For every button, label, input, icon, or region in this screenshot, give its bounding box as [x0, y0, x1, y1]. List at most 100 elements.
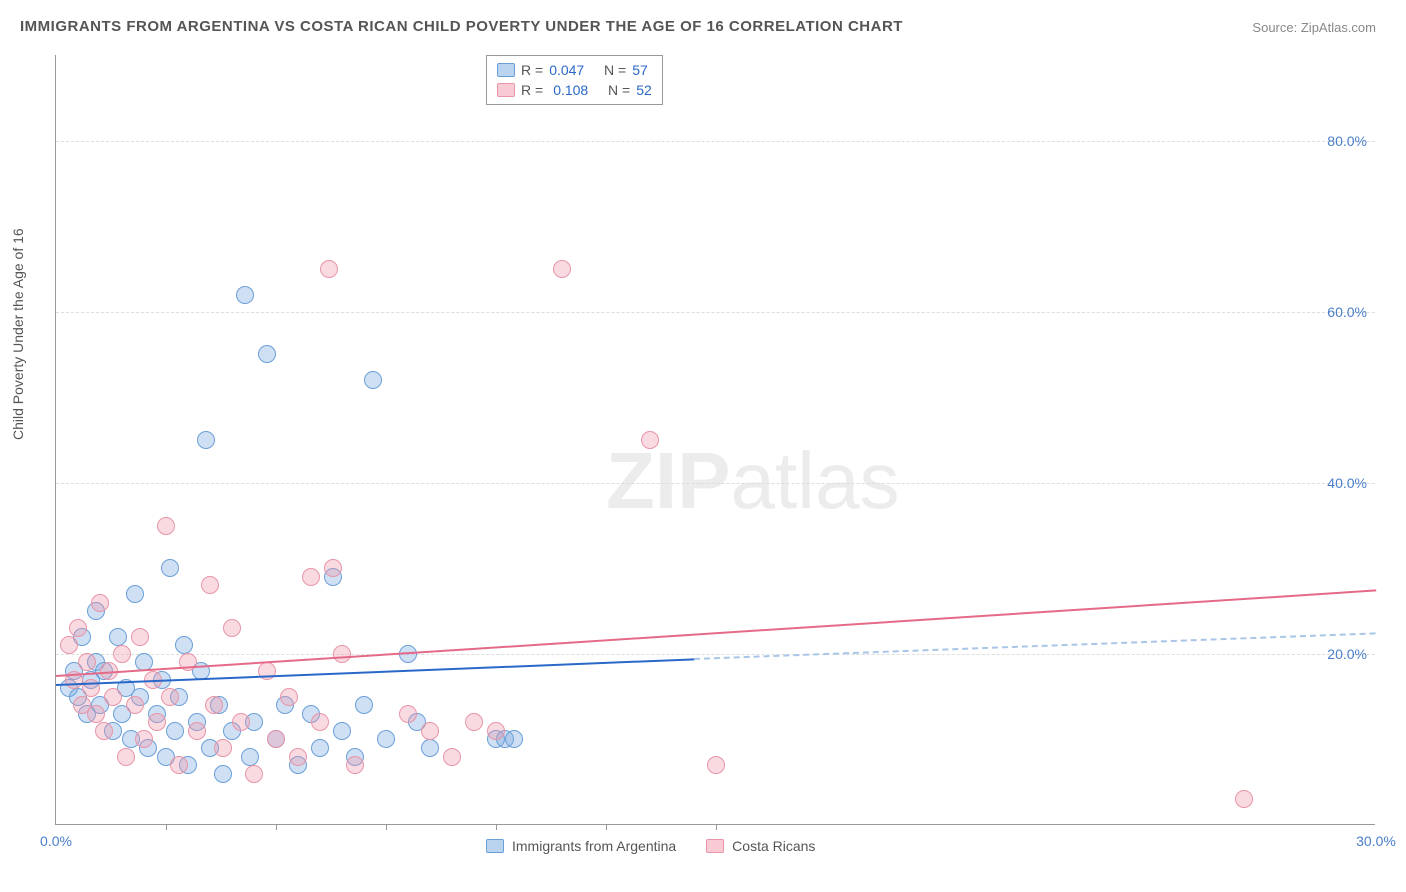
- scatter-point-costarica: [170, 756, 188, 774]
- scatter-point-argentina: [175, 636, 193, 654]
- legend-row-costarica: R = 0.108 N = 52: [497, 80, 652, 100]
- scatter-point-costarica: [245, 765, 263, 783]
- legend-row-argentina: R = 0.047 N = 57: [497, 60, 652, 80]
- scatter-point-costarica: [135, 730, 153, 748]
- x-minor-tick: [276, 824, 277, 830]
- scatter-point-costarica: [60, 636, 78, 654]
- y-tick-label: 60.0%: [1327, 304, 1367, 320]
- correlation-legend: R = 0.047 N = 57 R = 0.108 N = 52: [486, 55, 663, 105]
- scatter-point-argentina: [364, 371, 382, 389]
- scatter-point-costarica: [91, 594, 109, 612]
- scatter-point-argentina: [333, 722, 351, 740]
- scatter-point-costarica: [311, 713, 329, 731]
- scatter-point-argentina: [197, 431, 215, 449]
- swatch-pink-icon: [497, 83, 515, 97]
- r-label: R =: [521, 82, 543, 98]
- n-value-costarica: 52: [636, 82, 652, 98]
- r-label: R =: [521, 62, 543, 78]
- scatter-point-costarica: [78, 653, 96, 671]
- trend-line-argentina-extrapolated: [694, 632, 1376, 660]
- y-tick-label: 80.0%: [1327, 133, 1367, 149]
- scatter-point-argentina: [166, 722, 184, 740]
- grid-line: [56, 483, 1375, 484]
- scatter-point-costarica: [201, 576, 219, 594]
- swatch-blue-icon: [486, 839, 504, 853]
- r-value-costarica: 0.108: [549, 82, 588, 98]
- scatter-point-costarica: [302, 568, 320, 586]
- grid-line: [56, 312, 1375, 313]
- scatter-point-costarica: [487, 722, 505, 740]
- scatter-point-costarica: [333, 645, 351, 663]
- scatter-point-costarica: [707, 756, 725, 774]
- scatter-point-costarica: [267, 730, 285, 748]
- series-legend: Immigrants from Argentina Costa Ricans: [486, 838, 815, 854]
- swatch-blue-icon: [497, 63, 515, 77]
- scatter-point-costarica: [223, 619, 241, 637]
- scatter-point-costarica: [131, 628, 149, 646]
- r-value-argentina: 0.047: [549, 62, 584, 78]
- x-minor-tick: [386, 824, 387, 830]
- legend-item-argentina: Immigrants from Argentina: [486, 838, 676, 854]
- swatch-pink-icon: [706, 839, 724, 853]
- scatter-point-argentina: [109, 628, 127, 646]
- scatter-point-costarica: [1235, 790, 1253, 808]
- scatter-point-costarica: [117, 748, 135, 766]
- x-minor-tick: [166, 824, 167, 830]
- scatter-point-argentina: [377, 730, 395, 748]
- scatter-point-costarica: [465, 713, 483, 731]
- scatter-point-argentina: [421, 739, 439, 757]
- scatter-point-argentina: [241, 748, 259, 766]
- scatter-point-costarica: [188, 722, 206, 740]
- y-tick-label: 40.0%: [1327, 475, 1367, 491]
- scatter-point-costarica: [214, 739, 232, 757]
- scatter-point-costarica: [280, 688, 298, 706]
- trend-line-costarica: [56, 590, 1376, 678]
- n-value-argentina: 57: [632, 62, 648, 78]
- scatter-point-argentina: [161, 559, 179, 577]
- grid-line: [56, 141, 1375, 142]
- x-minor-tick: [606, 824, 607, 830]
- y-axis-label: Child Poverty Under the Age of 16: [10, 228, 26, 440]
- y-tick-label: 20.0%: [1327, 646, 1367, 662]
- source-label: Source:: [1252, 20, 1297, 35]
- scatter-point-costarica: [289, 748, 307, 766]
- scatter-point-costarica: [95, 722, 113, 740]
- grid-line: [56, 654, 1375, 655]
- n-label: N =: [604, 62, 626, 78]
- x-minor-tick: [496, 824, 497, 830]
- scatter-point-argentina: [236, 286, 254, 304]
- scatter-point-costarica: [87, 705, 105, 723]
- scatter-point-argentina: [311, 739, 329, 757]
- scatter-point-argentina: [258, 345, 276, 363]
- scatter-point-costarica: [148, 713, 166, 731]
- scatter-point-costarica: [157, 517, 175, 535]
- x-minor-tick: [716, 824, 717, 830]
- legend-label-costarica: Costa Ricans: [732, 838, 815, 854]
- x-tick-label: 30.0%: [1356, 833, 1396, 849]
- scatter-point-costarica: [232, 713, 250, 731]
- scatter-point-costarica: [113, 645, 131, 663]
- legend-item-costarica: Costa Ricans: [706, 838, 815, 854]
- scatter-point-argentina: [214, 765, 232, 783]
- source-value: ZipAtlas.com: [1301, 20, 1376, 35]
- scatter-point-costarica: [641, 431, 659, 449]
- source-attribution: Source: ZipAtlas.com: [1252, 20, 1376, 35]
- scatter-point-costarica: [399, 705, 417, 723]
- scatter-point-costarica: [104, 688, 122, 706]
- scatter-point-argentina: [505, 730, 523, 748]
- chart-title: IMMIGRANTS FROM ARGENTINA VS COSTA RICAN…: [20, 18, 903, 35]
- scatter-point-costarica: [320, 260, 338, 278]
- n-label: N =: [608, 82, 630, 98]
- scatter-point-costarica: [346, 756, 364, 774]
- legend-label-argentina: Immigrants from Argentina: [512, 838, 676, 854]
- scatter-point-costarica: [553, 260, 571, 278]
- scatter-point-costarica: [161, 688, 179, 706]
- chart-plot-area: ZIPatlas R = 0.047 N = 57 R = 0.108 N = …: [55, 55, 1375, 825]
- scatter-point-costarica: [443, 748, 461, 766]
- scatter-point-costarica: [126, 696, 144, 714]
- scatter-point-costarica: [324, 559, 342, 577]
- scatter-point-costarica: [69, 619, 87, 637]
- scatter-point-costarica: [421, 722, 439, 740]
- scatter-point-costarica: [205, 696, 223, 714]
- scatter-point-argentina: [355, 696, 373, 714]
